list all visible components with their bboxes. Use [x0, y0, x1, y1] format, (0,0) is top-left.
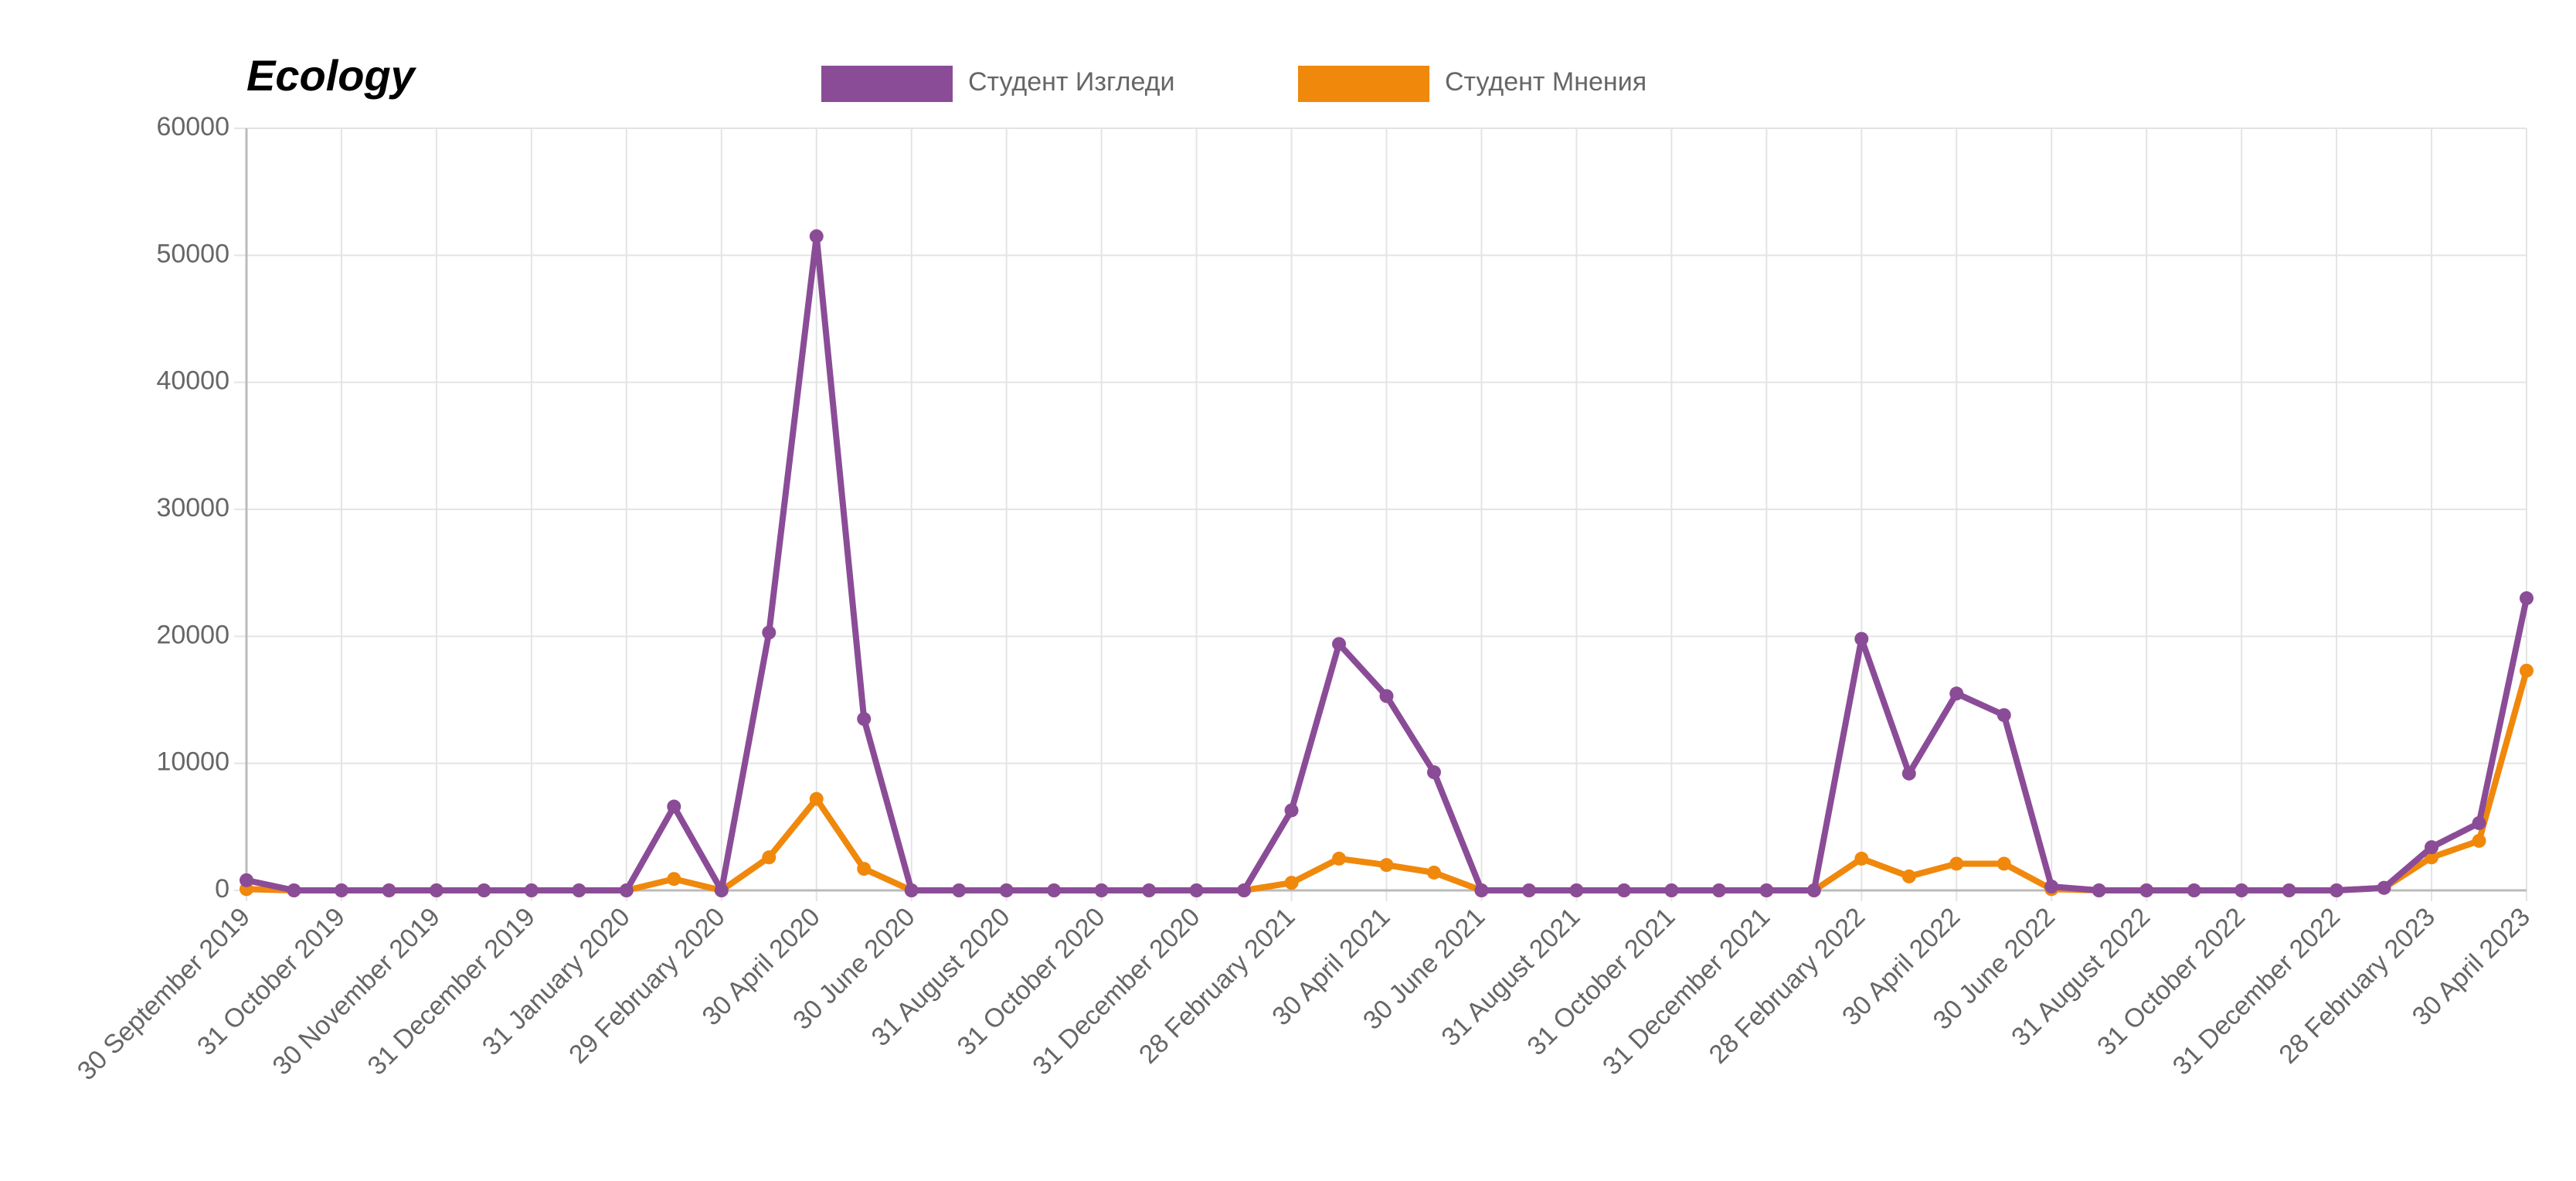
data-point — [2472, 815, 2486, 830]
y-tick-label: 0 — [215, 874, 229, 904]
data-point — [1379, 689, 1394, 703]
data-point — [667, 799, 681, 814]
data-point — [1901, 766, 1916, 781]
data-point — [1854, 851, 1869, 866]
data-point — [2187, 883, 2201, 897]
data-point — [2044, 880, 2059, 894]
data-point — [1094, 883, 1109, 897]
data-point — [572, 883, 586, 897]
data-point — [2520, 663, 2534, 678]
y-tick-label: 30000 — [156, 493, 229, 522]
data-point — [857, 862, 872, 876]
data-point — [2330, 883, 2344, 897]
data-point — [762, 625, 777, 640]
x-tick-label: 28 February 2021 — [1133, 902, 1301, 1070]
data-point — [952, 883, 967, 897]
x-tick-label: 30 November 2019 — [267, 902, 446, 1081]
x-tick-label: 31 December 2020 — [1027, 902, 1205, 1081]
data-point — [1616, 883, 1631, 897]
x-tick-label: 31 December 2021 — [1597, 902, 1776, 1081]
data-point — [1142, 883, 1157, 897]
data-point — [1237, 883, 1252, 897]
data-point — [762, 850, 777, 865]
data-point — [2282, 883, 2296, 897]
data-point — [809, 229, 824, 243]
legend-swatch — [821, 66, 953, 102]
data-point — [2092, 883, 2106, 897]
data-point — [857, 712, 872, 727]
y-tick-label: 20000 — [156, 620, 229, 649]
data-point — [2377, 880, 2391, 895]
data-point — [1047, 883, 1062, 897]
y-tick-label: 40000 — [156, 366, 229, 396]
data-point — [1332, 851, 1347, 866]
data-point — [1189, 883, 1204, 897]
x-tick-label: 30 September 2019 — [72, 902, 256, 1086]
data-point — [287, 883, 301, 897]
data-point — [1284, 803, 1299, 818]
data-point — [240, 873, 253, 887]
data-point — [1854, 631, 1869, 646]
data-point — [2139, 883, 2154, 897]
data-point — [429, 883, 443, 897]
data-point — [1474, 883, 1489, 897]
data-point — [1664, 883, 1679, 897]
chart-title: Ecology — [246, 51, 417, 100]
data-point — [999, 883, 1014, 897]
data-point — [2472, 833, 2486, 848]
x-tick-label: 28 February 2023 — [2273, 902, 2441, 1070]
data-point — [1901, 869, 1916, 883]
x-tick-label: 31 December 2019 — [362, 902, 541, 1081]
data-point — [2234, 883, 2249, 897]
y-tick-label: 60000 — [156, 112, 229, 141]
data-point — [1569, 883, 1584, 897]
data-point — [1284, 876, 1299, 890]
data-point — [667, 872, 681, 887]
data-point — [904, 883, 919, 897]
data-point — [1332, 637, 1347, 652]
data-point — [1426, 865, 1441, 880]
y-tick-label: 50000 — [156, 239, 229, 268]
data-point — [1949, 686, 1964, 701]
data-point — [1949, 856, 1964, 871]
data-point — [1426, 765, 1441, 780]
data-point — [619, 883, 634, 897]
data-point — [382, 883, 396, 897]
data-point — [1521, 883, 1536, 897]
data-point — [809, 791, 824, 806]
legend-swatch — [1298, 66, 1429, 102]
y-tick-label: 10000 — [156, 747, 229, 777]
data-point — [1806, 883, 1821, 897]
data-point — [2520, 591, 2534, 606]
data-point — [1759, 883, 1774, 897]
x-tick-label: 31 December 2022 — [2167, 902, 2346, 1081]
data-point — [524, 883, 539, 897]
data-point — [334, 883, 348, 897]
data-point — [714, 883, 729, 897]
data-point — [1997, 708, 2011, 723]
data-point — [1711, 883, 1726, 897]
x-tick-label: 28 February 2022 — [1704, 902, 1871, 1070]
data-point — [1379, 858, 1394, 873]
data-point — [1997, 856, 2011, 871]
data-point — [477, 883, 491, 897]
legend-label: Студент Мнения — [1445, 67, 1647, 97]
data-point — [2425, 840, 2439, 855]
legend-label: Студент Изгледи — [968, 67, 1174, 97]
x-tick-label: 29 February 2020 — [563, 902, 731, 1070]
